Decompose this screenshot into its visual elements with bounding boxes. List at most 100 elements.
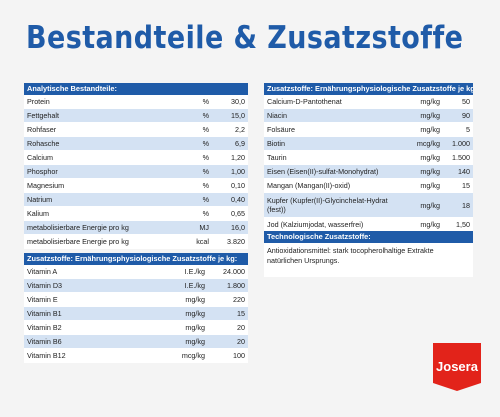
analytic-header: Analytische Bestandteile: — [24, 83, 248, 95]
table-row: Kalium% 0,65 — [24, 207, 248, 221]
row-unit: % — [202, 181, 209, 190]
row-unit: % — [202, 125, 209, 134]
row-unit: I.E./kg — [184, 281, 205, 290]
row-value: 3.820 — [227, 237, 245, 246]
row-value: 50 — [462, 97, 470, 106]
table-row: Magnesium% 0,10 — [24, 179, 248, 193]
row-unit: % — [202, 139, 209, 148]
analytic-table: Protein% 30,0 Fettgehalt% 15,0 Rohfaser% 2,2 R… — [24, 95, 248, 249]
minerals-table: Calcium-D-Pantothenat mg/kg 50 Niacin mg/kg 9… — [264, 95, 473, 232]
row-label: Niacin — [267, 111, 287, 120]
technological-text: Antioxidationsmittel: stark tocopherolha… — [267, 246, 434, 265]
row-label: Magnesium — [27, 181, 65, 190]
table-row: Fettgehalt% 15,0 — [24, 109, 248, 123]
row-value: 220 — [233, 295, 245, 304]
row-unit: % — [202, 153, 209, 162]
row-value: 2,2 — [235, 125, 245, 134]
row-value: 90 — [462, 111, 470, 120]
page-title: Bestandteile & Zusatzstoffe — [26, 20, 464, 56]
table-row: Calcium% 1,20 — [24, 151, 248, 165]
table-row: Protein% 30,0 — [24, 95, 248, 109]
row-unit: mg/kg — [420, 167, 440, 176]
row-unit: mcg/kg — [181, 351, 205, 360]
row-value: 100 — [233, 351, 245, 360]
row-value: 1,50 — [456, 220, 470, 229]
table-row: Calcium-D-Pantothenat mg/kg 50 — [264, 95, 473, 109]
row-value: 6,9 — [235, 139, 245, 148]
table-row: Biotin mcg/kg 1.000 — [264, 137, 473, 151]
table-row: Mangan (Mangan(II)-oxid) mg/kg 15 — [264, 179, 473, 193]
row-value: 5 — [466, 125, 470, 134]
row-unit: mg/kg — [185, 309, 205, 318]
row-value: 0,10 — [231, 181, 245, 190]
row-value: 15 — [237, 309, 245, 318]
row-value: 30,0 — [231, 97, 245, 106]
table-row: Vitamin B6 mg/kg 20 — [24, 335, 248, 349]
table-row: Jod (Kalziumjodat, wasserfrei) mg/kg 1,50 — [264, 218, 473, 232]
row-unit: mg/kg — [185, 323, 205, 332]
row-label: Eisen (Eisen(II)-sulfat-Monohydrat) — [267, 167, 379, 176]
row-value: 16,0 — [231, 223, 245, 232]
table-row: Rohfaser% 2,2 — [24, 123, 248, 137]
row-unit: mg/kg — [420, 181, 440, 190]
row-value: 18 — [462, 200, 470, 210]
table-row: Vitamin B12 mcg/kg 100 — [24, 349, 248, 363]
technological-header: Technologische Zusatzstoffe: — [264, 231, 473, 243]
row-label: Phosphor — [27, 167, 58, 176]
row-label: Biotin — [267, 139, 285, 148]
row-value: 15,0 — [231, 111, 245, 120]
row-unit: mg/kg — [420, 125, 440, 134]
row-label: Vitamin D3 — [27, 281, 63, 290]
row-unit: mg/kg — [420, 220, 440, 229]
row-label: Natrium — [27, 195, 53, 204]
row-value: 0,65 — [231, 209, 245, 218]
table-row: Vitamin B2 mg/kg 20 — [24, 321, 248, 335]
vitamin-table: Vitamin A I.E./kg 24.000 Vitamin D3 I.E./kg 1… — [24, 265, 248, 363]
row-unit: kcal — [196, 237, 209, 246]
row-value: 15 — [462, 181, 470, 190]
row-label: Protein — [27, 97, 50, 106]
row-label: Vitamin B12 — [27, 351, 66, 360]
row-label: Jod (Kalziumjodat, wasserfrei) — [267, 220, 364, 229]
row-value: 20 — [237, 323, 245, 332]
table-row: Vitamin A I.E./kg 24.000 — [24, 265, 248, 279]
row-value: 1,00 — [231, 167, 245, 176]
row-unit: % — [202, 111, 209, 120]
row-label: Calcium-D-Pantothenat — [267, 97, 342, 106]
row-value: 1,20 — [231, 153, 245, 162]
row-value: 24.000 — [223, 267, 245, 276]
row-unit: mg/kg — [185, 295, 205, 304]
row-unit: % — [202, 195, 209, 204]
vitamin-header: Zusatzstoffe: Ernährungsphysiologische Z… — [24, 253, 248, 265]
josera-logo: Josera — [433, 343, 481, 391]
row-value: 1.000 — [452, 139, 470, 148]
vitamin-panel: Zusatzstoffe: Ernährungsphysiologische Z… — [24, 253, 248, 363]
row-label: Kupfer (Kupfer(II)-Glycinchelat-Hydrat (… — [267, 196, 388, 214]
row-unit: mg/kg — [420, 97, 440, 106]
table-row: Rohasche% 6,9 — [24, 137, 248, 151]
row-label: Vitamin B1 — [27, 309, 62, 318]
table-row: metabolisierbare Energie pro kg MJ 16,0 — [24, 221, 248, 235]
analytic-panel: Analytische Bestandteile: Protein% 30,0 Fe… — [24, 83, 248, 249]
row-value: 0,40 — [231, 195, 245, 204]
technological-panel: Technologische Zusatzstoffe: Antioxidati… — [264, 231, 473, 277]
row-unit: % — [202, 209, 209, 218]
row-unit: % — [202, 97, 209, 106]
row-unit: % — [202, 167, 209, 176]
row-value: 20 — [237, 337, 245, 346]
minerals-header: Zusatzstoffe: Ernährungsphysiologische Z… — [264, 83, 473, 95]
row-label: Rohfaser — [27, 125, 57, 134]
table-row: Phosphor% 1,00 — [24, 165, 248, 179]
table-row: Natrium% 0,40 — [24, 193, 248, 207]
minerals-panel: Zusatzstoffe: Ernährungsphysiologische Z… — [264, 83, 473, 232]
row-label: Fettgehalt — [27, 111, 59, 120]
logo-text: Josera — [436, 359, 479, 374]
row-label: Vitamin B2 — [27, 323, 62, 332]
row-unit: mcg/kg — [416, 139, 440, 148]
row-unit: MJ — [199, 223, 209, 232]
row-label: Rohasche — [27, 139, 60, 148]
table-row: Kupfer (Kupfer(II)-Glycinchelat-Hydrat (… — [264, 193, 473, 218]
row-value: 1.800 — [227, 281, 245, 290]
row-label: metabolisierbare Energie pro kg — [27, 237, 129, 246]
table-row: metabolisierbare Energie pro kg kcal 3.820 — [24, 235, 248, 249]
